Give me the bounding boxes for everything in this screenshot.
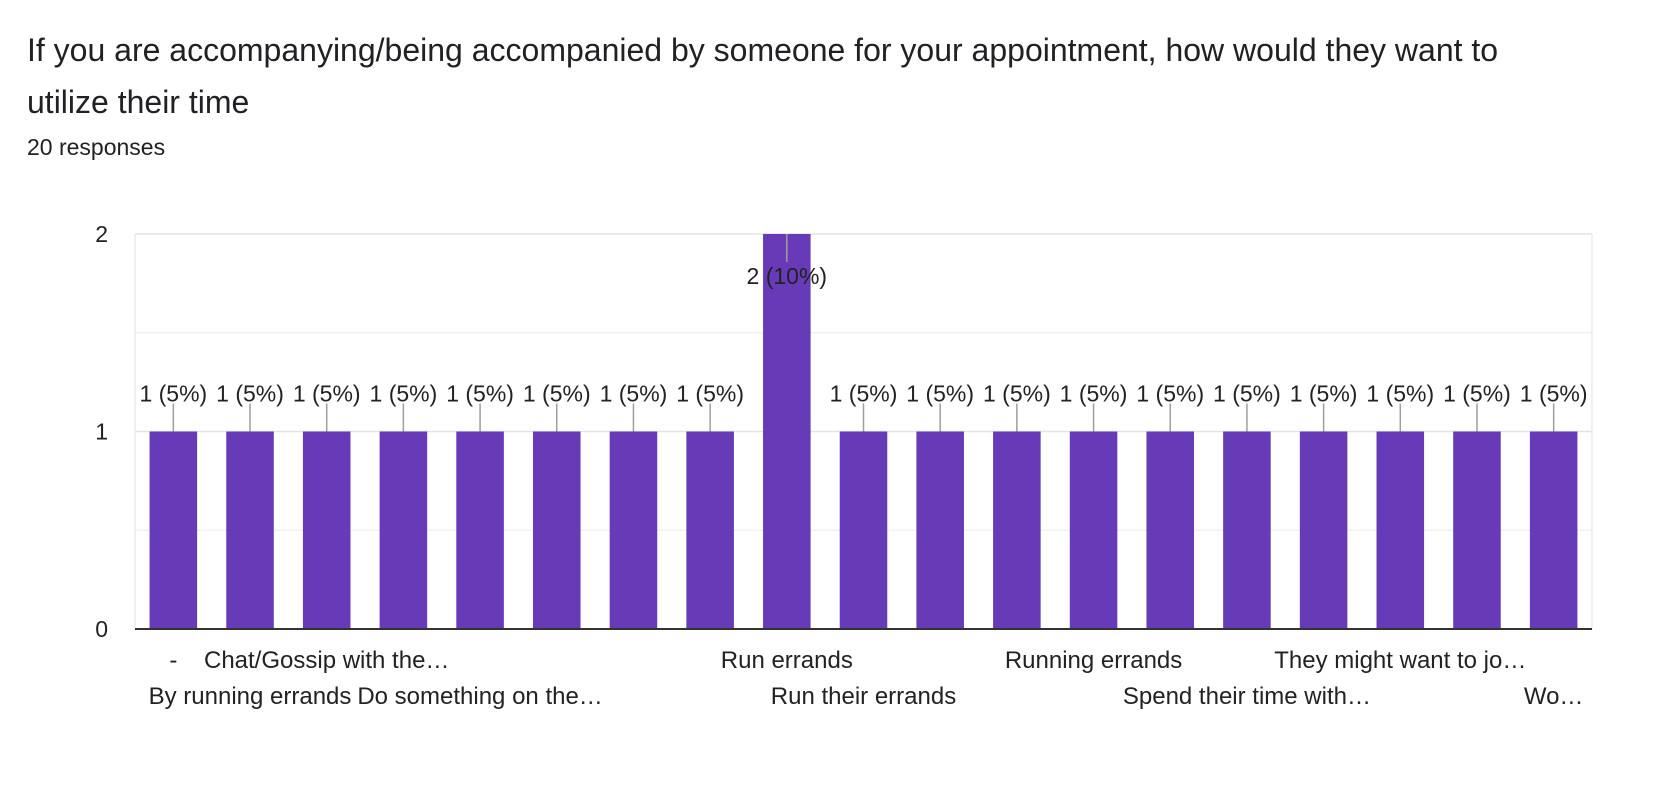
data-label: 1 (5%) (830, 381, 898, 407)
data-label: 1 (5%) (1136, 381, 1204, 407)
bar (149, 431, 198, 629)
question-title: If you are accompanying/being accompanie… (27, 32, 1499, 120)
bar (1223, 431, 1271, 629)
data-label: 1 (5%) (600, 381, 668, 407)
x-category-label: They might want to jo… (1274, 647, 1526, 674)
data-label: 1 (5%) (1290, 381, 1358, 407)
bar (1529, 431, 1578, 629)
data-label: 1 (5%) (1520, 381, 1588, 407)
axis-layer: 0 1 2 - By running errands Chat/Gossip with t… (95, 221, 1592, 710)
data-label: 2 (10%) (747, 263, 828, 289)
x-category-label: Run errands (721, 647, 853, 674)
y-tick-label: 2 (95, 221, 108, 247)
response-count: 20 responses (27, 134, 166, 160)
y-tick-label: 0 (95, 616, 108, 642)
data-label: 1 (5%) (1366, 381, 1434, 407)
x-category-label: Spend their time with… (1123, 683, 1371, 710)
data-label: 1 (5%) (906, 381, 974, 407)
x-category-label: Running errands (1005, 647, 1182, 674)
bar (993, 431, 1041, 629)
bar (456, 431, 504, 629)
data-label: 1 (5%) (216, 381, 284, 407)
x-category-label: Wo… (1524, 683, 1584, 710)
bar (839, 431, 888, 629)
bar (302, 431, 351, 629)
bar (532, 431, 581, 629)
x-category-label: By running errands (149, 683, 352, 710)
data-label: 1 (5%) (293, 381, 361, 407)
data-label: 1 (5%) (676, 381, 744, 407)
x-category-label: - (169, 647, 177, 674)
data-label: 1 (5%) (1060, 381, 1128, 407)
bar (1299, 431, 1348, 629)
bar (1146, 431, 1195, 629)
data-label: 1 (5%) (1443, 381, 1511, 407)
grid-layer (134, 233, 1593, 629)
data-label: 1 (5%) (523, 381, 591, 407)
bar (1376, 431, 1425, 629)
bar (686, 431, 734, 629)
bar (763, 234, 811, 629)
x-category-label: Chat/Gossip with the… (204, 647, 449, 674)
bar (379, 431, 428, 629)
data-label: 1 (5%) (139, 381, 207, 407)
bar (226, 431, 274, 629)
data-label: 1 (5%) (446, 381, 514, 407)
data-label: 1 (5%) (370, 381, 438, 407)
x-category-label: Run their errands (771, 683, 956, 710)
x-category-label: Do something on the… (357, 683, 602, 710)
data-label: 1 (5%) (1213, 381, 1281, 407)
bar (1453, 431, 1501, 629)
bar (916, 431, 964, 629)
bars-layer (149, 234, 1578, 629)
data-labels-layer: 1 (5%) 1 (5%) 1 (5%) 1 (5%) 1 (5%) 1 (5%) 1 (5… (139, 234, 1588, 432)
bar (609, 431, 658, 629)
y-tick-label: 1 (95, 419, 108, 445)
bar (1069, 431, 1118, 629)
data-label: 1 (5%) (983, 381, 1051, 407)
